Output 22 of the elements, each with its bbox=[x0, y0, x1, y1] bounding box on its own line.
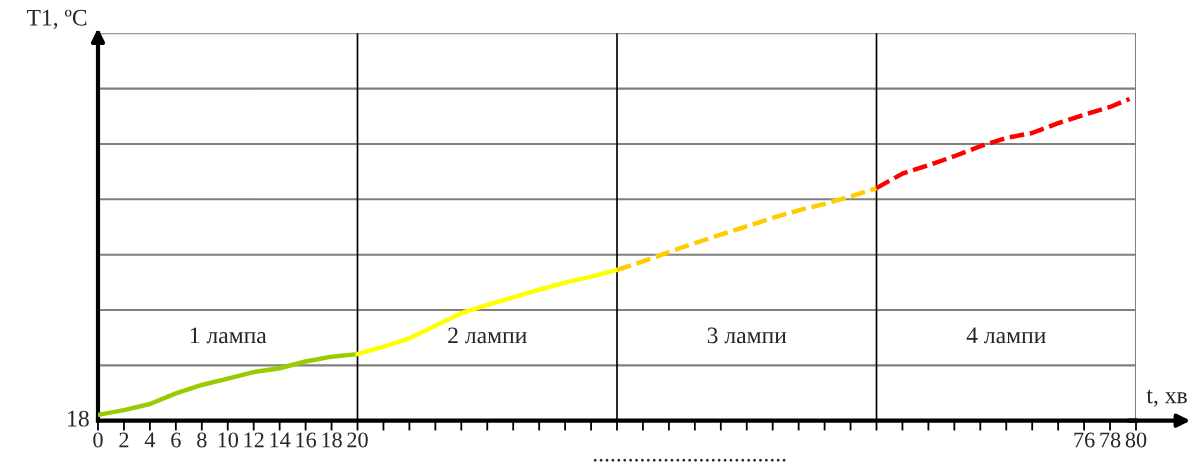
x-axis-title: t, хв bbox=[1146, 389, 1187, 407]
x-tick-label: 6 bbox=[171, 432, 181, 448]
annotation: 3 лампи bbox=[707, 327, 787, 344]
x-tick-label: 18 bbox=[322, 432, 342, 448]
x-tick-label: 78 bbox=[1100, 432, 1121, 448]
x-tick-label: 14 bbox=[270, 432, 291, 448]
x-tick-label: 0 bbox=[93, 432, 103, 448]
x-tick-label: 80 bbox=[1125, 432, 1147, 448]
x-tick-label: 20 bbox=[347, 432, 368, 448]
x-tick-label: 2 bbox=[119, 432, 129, 448]
x-tick-label: 10 bbox=[218, 432, 239, 448]
x-tick-label: 16 bbox=[296, 432, 317, 448]
text: ................................. bbox=[593, 458, 786, 462]
x-tick-label: 8 bbox=[197, 432, 207, 448]
x-tick-label: 4 bbox=[144, 432, 156, 448]
annotation: 1 лампа bbox=[190, 327, 267, 344]
x-tick-label: 12 bbox=[244, 432, 264, 448]
x-tick-label: 76 bbox=[1074, 432, 1095, 448]
annotation: 4 лампи bbox=[966, 327, 1046, 344]
y-axis-title: T1, ºC bbox=[26, 9, 87, 30]
annotation: 2 лампи bbox=[448, 327, 527, 344]
text: 18 bbox=[68, 410, 89, 427]
